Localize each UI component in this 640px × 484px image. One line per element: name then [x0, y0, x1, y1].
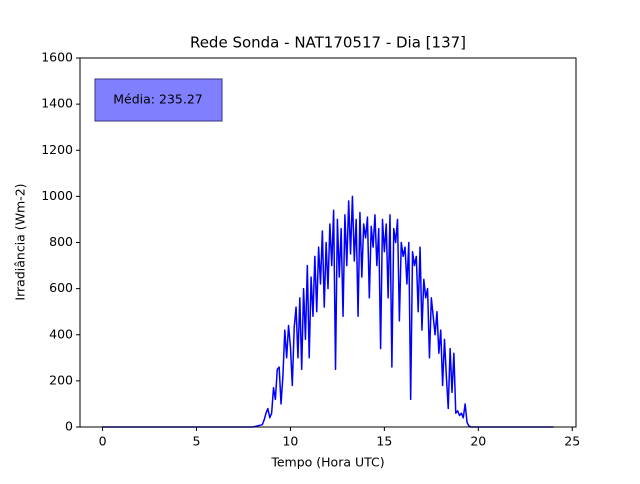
- y-tick-label: 1200: [41, 142, 73, 157]
- x-tick-label: 25: [564, 434, 580, 449]
- y-tick-label: 400: [49, 326, 73, 341]
- y-tick-label: 0: [65, 419, 73, 434]
- y-tick-label: 600: [49, 280, 73, 295]
- y-tick-label: 1600: [41, 50, 73, 65]
- x-tick-label: 0: [99, 434, 107, 449]
- x-tick-label: 5: [193, 434, 201, 449]
- annotation: Média: 235.27: [113, 92, 202, 107]
- y-tick-label: 1400: [41, 96, 73, 111]
- data-line: [102, 195, 554, 428]
- x-tick-label: 20: [470, 434, 486, 449]
- y-axis-label: Irradiância (Wm-2): [13, 183, 28, 300]
- x-axis-label: Tempo (Hora UTC): [270, 455, 384, 470]
- y-tick-label: 800: [49, 234, 73, 249]
- plot-frame: [79, 57, 577, 428]
- x-tick-label: 10: [282, 434, 298, 449]
- y-tick-label: 200: [49, 372, 73, 387]
- x-tick-label: 15: [376, 434, 392, 449]
- y-tick-label: 1000: [41, 188, 73, 203]
- chart-title: Rede Sonda - NAT170517 - Dia [137]: [190, 34, 466, 52]
- annotation-box: [94, 78, 223, 122]
